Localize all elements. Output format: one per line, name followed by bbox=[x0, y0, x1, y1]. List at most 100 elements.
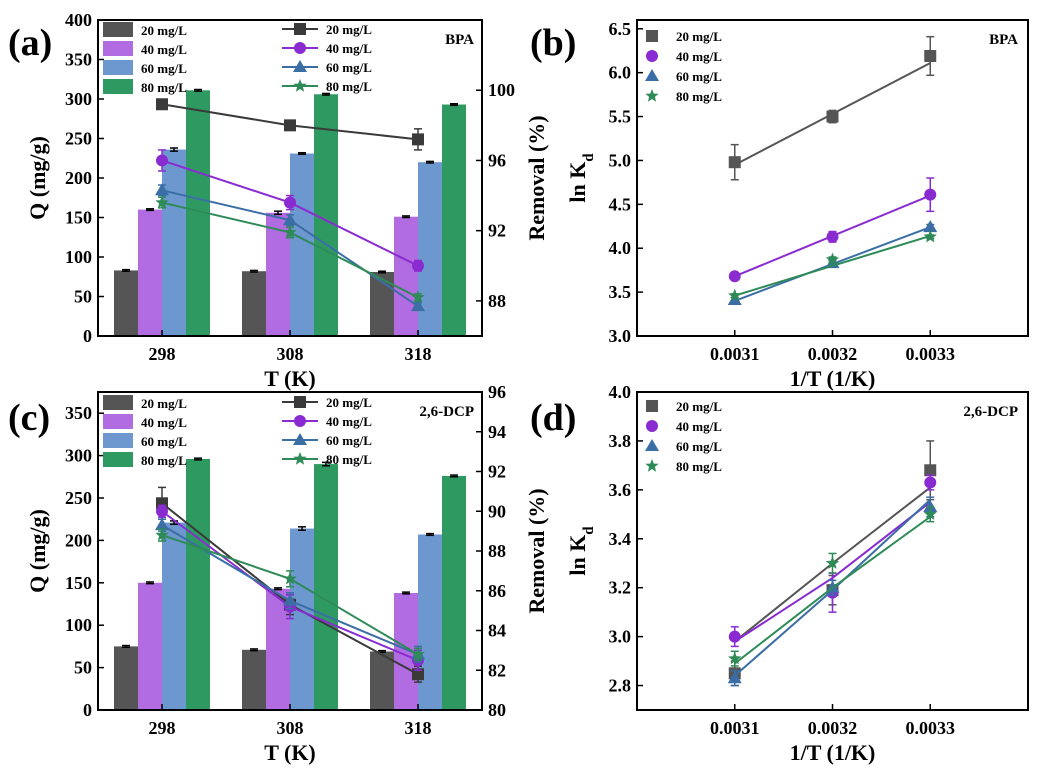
y-tick-label: 3.0 bbox=[609, 627, 632, 647]
y2-tick-label: 96 bbox=[488, 382, 506, 402]
data-point bbox=[924, 464, 937, 477]
legend-label: 20 mg/L bbox=[326, 22, 372, 37]
y-tick-label: 3.5 bbox=[609, 282, 632, 302]
y-tick-label: 4.5 bbox=[609, 194, 632, 214]
legend-label: 40 mg/L bbox=[326, 41, 372, 56]
y-tick-label: 6.0 bbox=[609, 63, 632, 83]
panel-label: (a) bbox=[8, 22, 52, 64]
panel-3: 2.8 3.0 3.2 3.4 3.6 3.8 4.0 0.0031 0.0032 0.0033 1… bbox=[530, 382, 1029, 765]
bar bbox=[442, 475, 466, 710]
y2-tick-label: 88 bbox=[488, 541, 506, 561]
data-point bbox=[728, 651, 742, 665]
data-point bbox=[283, 593, 297, 606]
legend-marker bbox=[294, 42, 306, 54]
data-point bbox=[155, 195, 169, 209]
legend-marker bbox=[646, 30, 658, 42]
y-tick-label: 250 bbox=[65, 129, 92, 149]
legend-marker bbox=[645, 89, 659, 102]
legend-marker bbox=[646, 420, 658, 432]
bar bbox=[290, 153, 314, 336]
data-point bbox=[156, 505, 168, 518]
legend-label: 60 mg/L bbox=[141, 434, 187, 449]
panel-0: 0 50 100 150 200 250 300 350 400 88 92 96 100 298 308 3… bbox=[8, 10, 549, 391]
fit-line bbox=[734, 234, 931, 297]
y-tick-label: 50 bbox=[74, 287, 92, 307]
data-point bbox=[923, 499, 938, 512]
fit-line bbox=[734, 515, 931, 665]
y-axis-label: ln Kd bbox=[565, 153, 597, 203]
y-tick-label: 5.5 bbox=[609, 107, 632, 127]
y-axis-label: Q (mg/g) bbox=[25, 136, 50, 220]
legend-label: 40 mg/L bbox=[141, 42, 187, 57]
legend-label: 80 mg/L bbox=[141, 453, 187, 468]
data-point bbox=[728, 270, 741, 283]
y-tick-label: 3.6 bbox=[609, 480, 632, 500]
bar bbox=[442, 104, 466, 336]
data-point bbox=[728, 630, 741, 643]
x-axis-label: 1/T (1/K) bbox=[790, 740, 876, 765]
data-point bbox=[411, 290, 425, 303]
bar bbox=[242, 649, 266, 710]
legend-label: 40 mg/L bbox=[676, 419, 722, 434]
data-point bbox=[156, 154, 168, 167]
x-tick-label: 0.0031 bbox=[710, 718, 760, 738]
bar bbox=[186, 458, 210, 710]
data-point bbox=[924, 476, 937, 489]
legend-label: 60 mg/L bbox=[141, 61, 187, 76]
data-point bbox=[155, 518, 169, 531]
data-point bbox=[412, 133, 424, 146]
legend-marker bbox=[293, 433, 307, 445]
legend-swatch bbox=[103, 79, 133, 94]
legend-swatch bbox=[103, 452, 133, 467]
y-tick-label: 0 bbox=[83, 700, 92, 720]
legend-label: 20 mg/L bbox=[676, 399, 722, 414]
data-point bbox=[826, 230, 839, 243]
y2-tick-label: 80 bbox=[488, 700, 506, 720]
y-tick-label: 3.0 bbox=[609, 326, 632, 346]
legend-marker bbox=[293, 452, 307, 465]
bar bbox=[138, 209, 162, 336]
y-tick-label: 250 bbox=[65, 488, 92, 508]
y2-tick-label: 88 bbox=[488, 291, 506, 311]
legend-label: 40 mg/L bbox=[676, 49, 722, 64]
y-tick-label: 300 bbox=[65, 89, 92, 109]
data-point bbox=[825, 556, 840, 569]
bar bbox=[314, 464, 338, 710]
bar bbox=[242, 271, 266, 336]
y-tick-label: 3.8 bbox=[609, 431, 632, 451]
data-point bbox=[728, 288, 742, 302]
legend-label: 60 mg/L bbox=[326, 60, 372, 75]
x-tick-label: 298 bbox=[149, 718, 176, 738]
y-tick-label: 5.0 bbox=[609, 150, 632, 170]
x-axis-label: 1/T (1/K) bbox=[790, 366, 876, 391]
y-tick-label: 2.8 bbox=[609, 676, 632, 696]
x-tick-label: 318 bbox=[405, 718, 432, 738]
y-tick-label: 150 bbox=[65, 208, 92, 228]
bar bbox=[138, 582, 162, 710]
y2-tick-label: 92 bbox=[488, 462, 506, 482]
data-point bbox=[727, 293, 742, 306]
data-point bbox=[155, 183, 169, 196]
bar bbox=[114, 646, 138, 710]
bar bbox=[114, 270, 138, 336]
legend-marker bbox=[293, 79, 307, 92]
y-tick-label: 200 bbox=[65, 168, 92, 188]
x-tick-label: 0.0032 bbox=[808, 344, 858, 364]
y-tick-label: 150 bbox=[65, 573, 92, 593]
x-tick-label: 308 bbox=[277, 344, 304, 364]
panel-label: (c) bbox=[8, 397, 50, 439]
data-point bbox=[156, 98, 168, 111]
panel-1: 3.0 3.5 4.0 4.5 5.0 5.5 6.0 6.5 0.0031 0.0032 0.00… bbox=[530, 19, 1029, 391]
y-axis-label-subscript: d bbox=[581, 526, 597, 535]
data-point bbox=[284, 196, 296, 209]
data-point bbox=[412, 668, 424, 681]
legend-label: 20 mg/L bbox=[676, 29, 722, 44]
y-tick-label: 300 bbox=[65, 446, 92, 466]
data-point bbox=[283, 571, 297, 585]
y-tick-label: 50 bbox=[74, 658, 92, 678]
y-tick-label: 3.4 bbox=[609, 529, 632, 549]
legend-swatch bbox=[103, 395, 133, 410]
legend-swatch bbox=[103, 41, 133, 56]
y-axis-label-main: ln K bbox=[565, 535, 590, 576]
data-point bbox=[825, 252, 840, 266]
